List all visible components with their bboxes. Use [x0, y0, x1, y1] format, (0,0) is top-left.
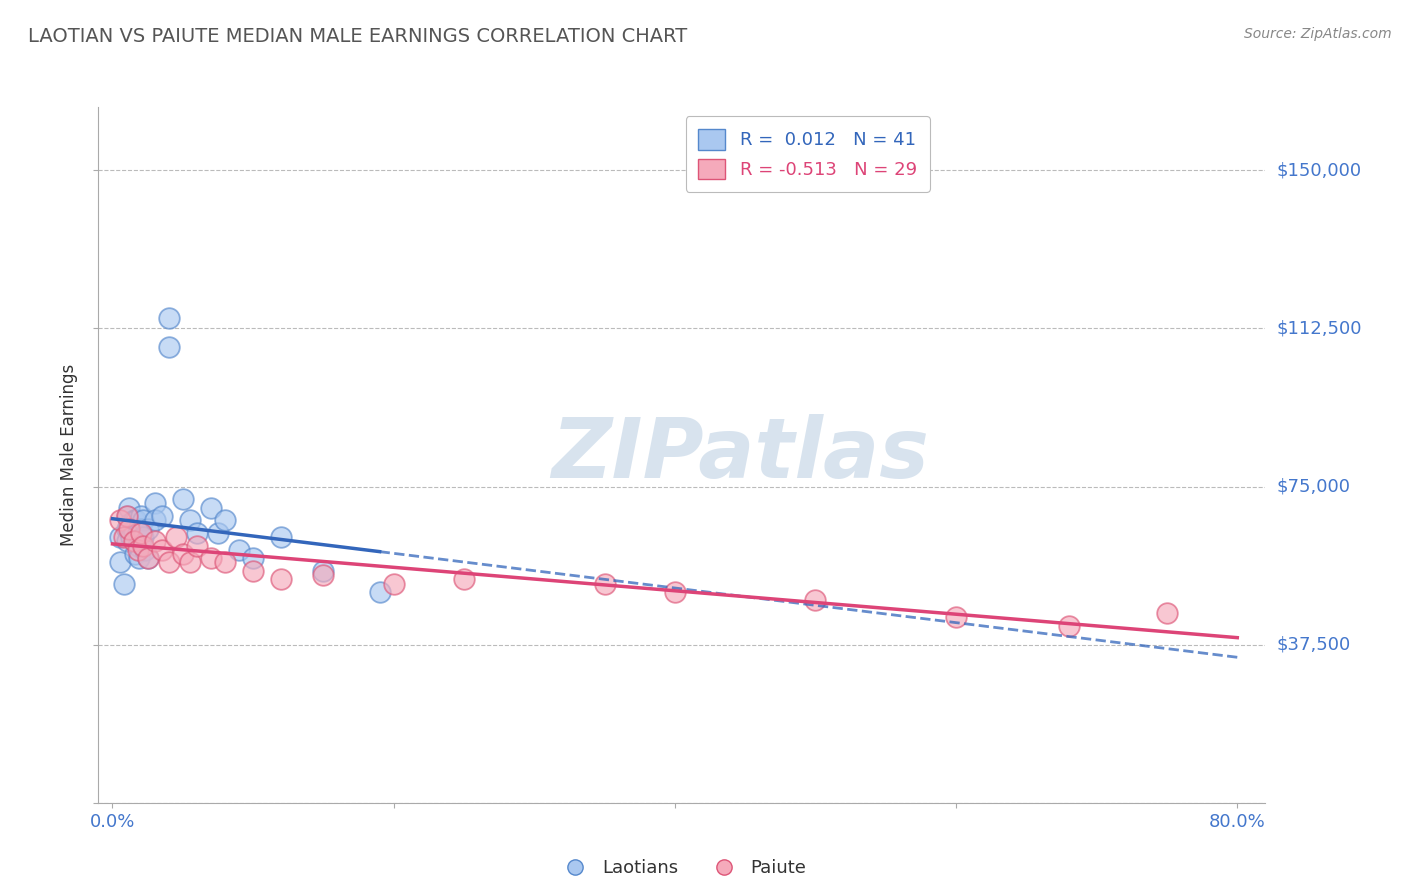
Point: [664, 585, 686, 599]
Point: [804, 593, 827, 607]
Point: [136, 522, 159, 536]
Point: [382, 576, 405, 591]
Point: [157, 310, 180, 325]
Point: [129, 522, 152, 536]
Point: [122, 513, 145, 527]
Point: [312, 564, 335, 578]
Point: [115, 509, 138, 524]
Point: [150, 542, 173, 557]
Point: [179, 513, 201, 527]
Text: Source: ZipAtlas.com: Source: ZipAtlas.com: [1244, 27, 1392, 41]
Point: [129, 525, 152, 540]
Point: [312, 568, 335, 582]
Point: [143, 496, 166, 510]
Point: [1156, 606, 1178, 620]
Point: [593, 576, 616, 591]
Point: [132, 539, 155, 553]
Point: [112, 530, 135, 544]
Point: [127, 542, 149, 557]
Text: $112,500: $112,500: [1277, 319, 1362, 337]
Point: [270, 572, 292, 586]
Point: [368, 585, 391, 599]
Text: $150,000: $150,000: [1277, 161, 1361, 179]
Point: [945, 610, 967, 624]
Point: [122, 534, 145, 549]
Point: [127, 539, 149, 553]
Point: [242, 564, 264, 578]
Point: [134, 542, 156, 557]
Point: [228, 542, 250, 557]
Point: [200, 551, 222, 566]
Point: [157, 340, 180, 354]
Point: [115, 534, 138, 549]
Text: $75,000: $75,000: [1277, 477, 1351, 496]
Point: [172, 492, 194, 507]
Point: [132, 513, 155, 527]
Point: [115, 509, 138, 524]
Text: LAOTIAN VS PAIUTE MEDIAN MALE EARNINGS CORRELATION CHART: LAOTIAN VS PAIUTE MEDIAN MALE EARNINGS C…: [28, 27, 688, 45]
Point: [207, 525, 229, 540]
Point: [132, 530, 155, 544]
Point: [108, 513, 131, 527]
Point: [127, 525, 149, 540]
Point: [124, 534, 146, 549]
Text: ZIPatlas: ZIPatlas: [551, 415, 929, 495]
Point: [165, 530, 187, 544]
Legend: Laotians, Paiute: Laotians, Paiute: [550, 852, 814, 884]
Y-axis label: Median Male Earnings: Median Male Earnings: [59, 364, 77, 546]
Point: [150, 509, 173, 524]
Text: $37,500: $37,500: [1277, 636, 1351, 654]
Point: [214, 556, 236, 570]
Point: [1057, 618, 1080, 632]
Point: [157, 556, 180, 570]
Point: [131, 530, 153, 544]
Point: [186, 539, 208, 553]
Point: [200, 500, 222, 515]
Point: [115, 522, 138, 536]
Point: [118, 522, 141, 536]
Point: [143, 534, 166, 549]
Point: [118, 517, 141, 532]
Point: [122, 525, 145, 540]
Point: [112, 576, 135, 591]
Point: [136, 551, 159, 566]
Point: [242, 551, 264, 566]
Point: [128, 551, 150, 566]
Point: [125, 513, 148, 527]
Point: [270, 530, 292, 544]
Point: [214, 513, 236, 527]
Point: [136, 551, 159, 566]
Point: [186, 525, 208, 540]
Point: [453, 572, 475, 586]
Point: [108, 530, 131, 544]
Point: [129, 509, 152, 524]
Point: [118, 500, 141, 515]
Point: [124, 547, 146, 561]
Point: [143, 513, 166, 527]
Point: [172, 547, 194, 561]
Point: [179, 556, 201, 570]
Point: [120, 530, 142, 544]
Point: [108, 556, 131, 570]
